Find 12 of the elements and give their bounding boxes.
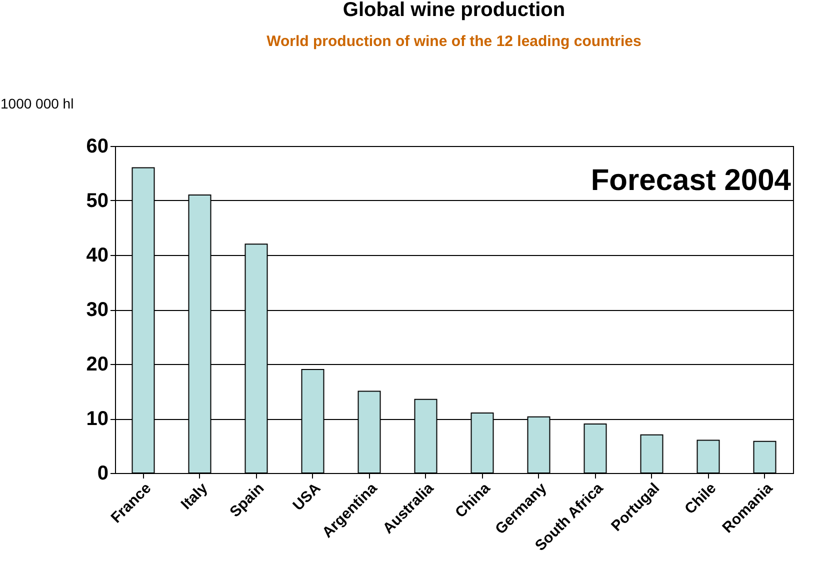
y-tick-label: 30	[86, 299, 108, 321]
y-tick-label: 20	[86, 354, 108, 376]
chart-subtitle: World production of wine of the 12 leading countries	[266, 33, 642, 50]
y-tick-label: 10	[86, 408, 108, 430]
y-axis-title: 1000 000 hl	[0, 96, 74, 112]
chart-title: Global wine production	[342, 0, 566, 21]
y-tick-label: 0	[97, 462, 108, 484]
annotation: Forecast 2004	[590, 164, 792, 197]
y-tick-label: 50	[86, 190, 108, 212]
y-tick-label: 60	[86, 136, 108, 158]
x-tick-label: USA	[290, 480, 324, 514]
y-tick-label: 40	[86, 244, 108, 266]
